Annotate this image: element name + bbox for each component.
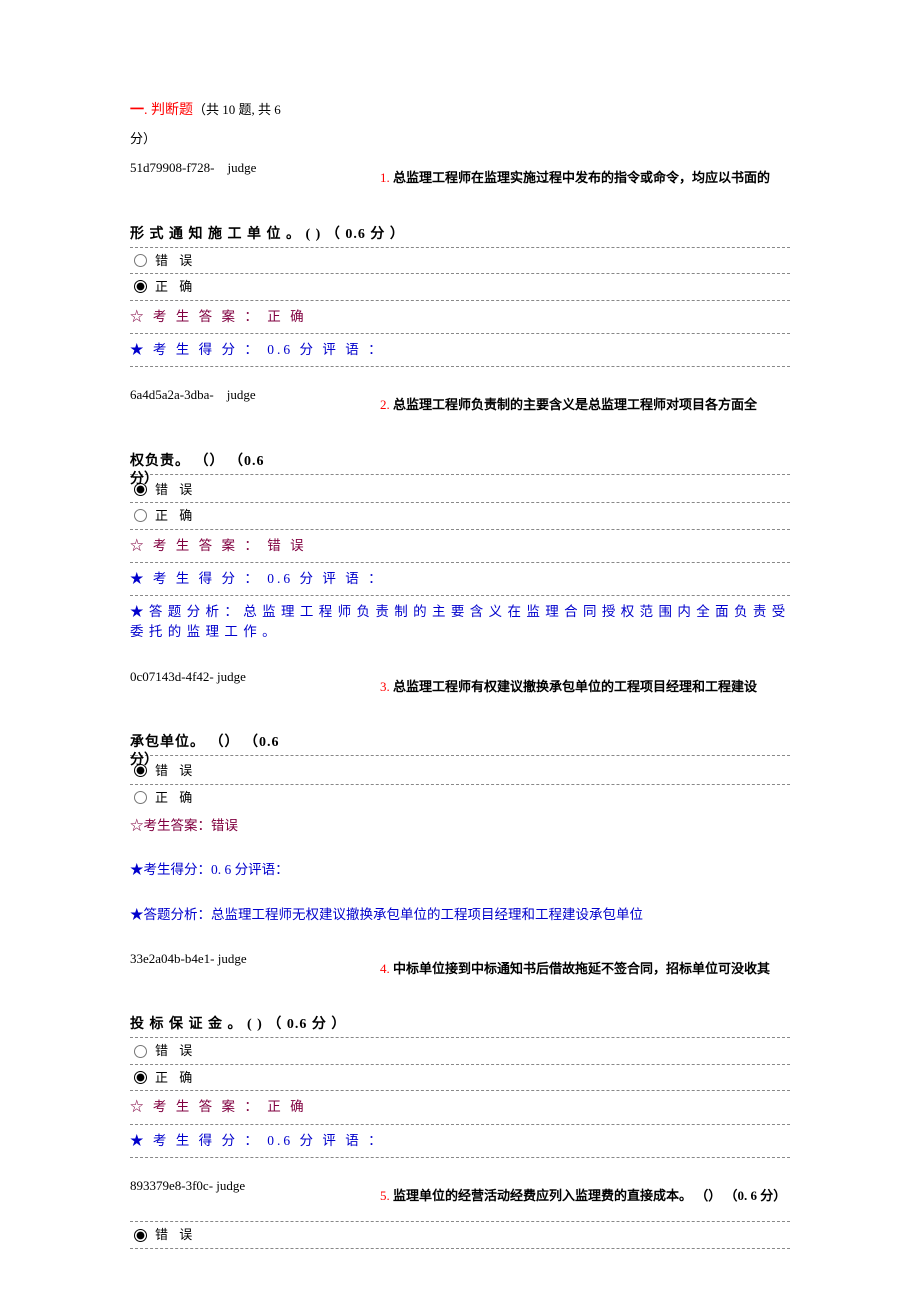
question-text-lead: 总监理工程师在监理实施过程中发布的指令或命令，均应以书面的 (390, 170, 770, 185)
option-true[interactable]: 正 确 (130, 274, 790, 301)
question-text-cont: 权负责。 （） （0.6 (130, 451, 790, 475)
question-number: 3. (380, 679, 390, 694)
question-type: judge (218, 951, 247, 966)
option-true-label: 正 确 (155, 277, 196, 297)
option-false[interactable]: 错 误 (130, 758, 790, 785)
option-false-label: 错 误 (155, 1225, 196, 1245)
question-4: 33e2a04b-b4e1- judge 4. 中标单位接到中标通知书后借故拖延… (130, 949, 790, 1158)
section-meta-1: （共 10 题, 共 6 (193, 102, 281, 117)
option-true-label: 正 确 (155, 788, 196, 808)
question-number: 2. (380, 397, 390, 412)
question-5: 893379e8-3f0c- judge 5. 监理单位的经营活动经费应列入监理… (130, 1176, 790, 1249)
question-id: 6a4d5a2a-3dba- (130, 387, 214, 402)
question-id: 33e2a04b-b4e1- (130, 951, 214, 966)
option-false-label: 错 误 (155, 761, 196, 781)
radio-false[interactable] (134, 254, 147, 267)
section-sep: . (144, 103, 151, 118)
question-3: 0c07143d-4f42- judge 3. 总监理工程师有权建议撤换承包单位… (130, 667, 790, 931)
question-number: 5. (380, 1188, 390, 1203)
answer-row: ☆ 考 生 答 案 ： 错 误 (130, 530, 790, 563)
question-text-cont: 投 标 保 证 金 。 ( ) （ 0.6 分 ） (130, 1014, 790, 1035)
question-text-lead: 监理单位的经营活动经费应列入监理费的直接成本。 （） （0. 6 分） (390, 1188, 787, 1203)
analysis-row: ★ 答 题 分 析 ： 总 监 理 工 程 师 负 责 制 的 主 要 含 义 … (130, 596, 790, 649)
question-number: 4. (380, 961, 390, 976)
question-type: judge (217, 669, 246, 684)
section-number: 一 (130, 103, 144, 118)
question-text-lead: 总监理工程师有权建议撤换承包单位的工程项目经理和工程建设 (390, 679, 757, 694)
question-type: judge (228, 160, 257, 175)
radio-false[interactable] (134, 1229, 147, 1242)
question-2: 6a4d5a2a-3dba- judge 2. 总监理工程师负责制的主要含义是总… (130, 385, 790, 649)
answer-row: ☆考生答案：错误 (130, 810, 790, 842)
option-false-label: 错 误 (155, 480, 196, 500)
score-row: ★考生得分：0. 6 分评语： (130, 854, 790, 886)
option-false[interactable]: 错 误 (130, 1221, 790, 1249)
analysis-row: ★答题分析：总监理工程师无权建议撤换承包单位的工程项目经理和工程建设承包单位 (130, 899, 790, 931)
section-meta-2: 分） (130, 131, 156, 146)
question-id: 0c07143d-4f42- (130, 669, 214, 684)
score-row: ★ 考 生 得 分 ： 0.6 分 评 语 ： (130, 563, 790, 596)
option-true[interactable]: 正 确 (130, 503, 790, 530)
question-1: 51d79908-f728- judge 1. 总监理工程师在监理实施过程中发布… (130, 158, 790, 367)
question-text-lead: 中标单位接到中标通知书后借故拖延不签合同，招标单位可没收其 (390, 961, 770, 976)
question-text-cont: 承包单位。 （） （0.6 (130, 732, 790, 756)
option-false-label: 错 误 (155, 251, 196, 271)
question-text-cont2: 分） (130, 750, 158, 771)
radio-false[interactable] (134, 1045, 147, 1058)
question-id: 893379e8-3f0c- (130, 1178, 213, 1193)
radio-true[interactable] (134, 1071, 147, 1084)
question-type: judge (216, 1178, 245, 1193)
option-false[interactable]: 错 误 (130, 477, 790, 504)
option-false[interactable]: 错 误 (130, 1037, 790, 1065)
score-row: ★ 考 生 得 分 ： 0.6 分 评 语 ： (130, 334, 790, 367)
score-row: ★ 考 生 得 分 ： 0.6 分 评 语 ： (130, 1125, 790, 1158)
question-text-cont2: 分） (130, 469, 158, 490)
option-true-label: 正 确 (155, 1068, 196, 1088)
question-number: 1. (380, 170, 390, 185)
radio-true[interactable] (134, 791, 147, 804)
option-true[interactable]: 正 确 (130, 1065, 790, 1092)
option-true-label: 正 确 (155, 506, 196, 526)
option-false-label: 错 误 (155, 1041, 196, 1061)
section-name: 判断题 (151, 103, 193, 118)
answer-row: ☆ 考 生 答 案 ： 正 确 (130, 301, 790, 334)
radio-true[interactable] (134, 509, 147, 522)
option-true[interactable]: 正 确 (130, 785, 790, 811)
answer-row: ☆ 考 生 答 案 ： 正 确 (130, 1091, 790, 1124)
question-text-cont: 形 式 通 知 施 工 单 位 。 ( ) （ 0.6 分 ） (130, 224, 790, 245)
question-id: 51d79908-f728- (130, 160, 215, 175)
radio-true[interactable] (134, 280, 147, 293)
question-type: judge (227, 387, 256, 402)
question-text-lead: 总监理工程师负责制的主要含义是总监理工程师对项目各方面全 (390, 397, 757, 412)
option-false[interactable]: 错 误 (130, 247, 790, 275)
